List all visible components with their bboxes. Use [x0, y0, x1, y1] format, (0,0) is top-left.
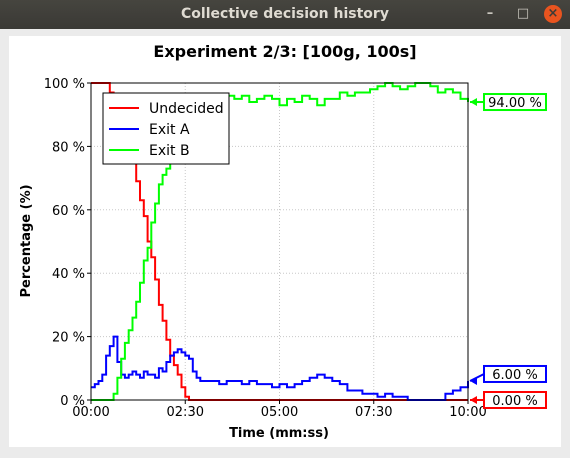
window-title: Collective decision history [181, 6, 389, 22]
y-tick-label: 80 % [52, 140, 85, 155]
x-tick-label: 00:00 [72, 405, 109, 420]
x-axis-label: Time (mm:ss) [229, 426, 329, 441]
end-label-box [483, 364, 547, 383]
series-line-exit-a [91, 335, 469, 401]
x-tick-label: 10:00 [449, 405, 486, 420]
plot-panel: Experiment 2/3: [100g, 100s] Time (mm:ss… [9, 36, 561, 447]
y-tick-label: 20 % [52, 331, 85, 346]
y-tick-label: 60 % [52, 204, 85, 219]
minimize-button[interactable]: – [486, 6, 494, 21]
x-tick-label: 05:00 [261, 405, 298, 420]
chart-title: Experiment 2/3: [100g, 100s] [153, 42, 416, 61]
legend-entry-label: Undecided [149, 101, 224, 117]
axis-ticks: 00:00 02:30 05:00 07:30 10:00 0 % 20 % 40 % 60 %… [44, 77, 487, 420]
legend-entry-label: Exit B [149, 143, 190, 159]
end-label-arrow [470, 98, 477, 107]
end-label-text: 0.00 % [492, 394, 537, 409]
end-value-labels: 94.00 % 6.00 % 0.00 % [469, 93, 547, 409]
decision-history-chart: Experiment 2/3: [100g, 100s] Time (mm:ss… [19, 42, 547, 441]
legend: Undecided Exit A Exit B [102, 92, 230, 165]
end-label-box [483, 93, 547, 112]
x-tick-label: 02:30 [167, 405, 204, 420]
end-label-arrow [470, 396, 477, 404]
legend-entry-label: Exit A [149, 122, 190, 138]
end-label-text: 94.00 % [488, 96, 542, 111]
end-label-box [483, 391, 547, 409]
y-tick-label: 0 % [60, 394, 85, 409]
y-axis-label: Percentage (%) [19, 184, 34, 297]
maximize-button[interactable]: □ [516, 6, 530, 21]
end-label-arrow [470, 376, 477, 385]
close-button[interactable]: × [544, 5, 562, 23]
end-label-text: 6.00 % [492, 368, 537, 383]
y-tick-label: 40 % [52, 267, 85, 282]
y-tick-label: 100 % [44, 77, 85, 92]
title-bar: Collective decision history – □ × [0, 0, 570, 29]
x-tick-label: 07:30 [355, 405, 392, 420]
